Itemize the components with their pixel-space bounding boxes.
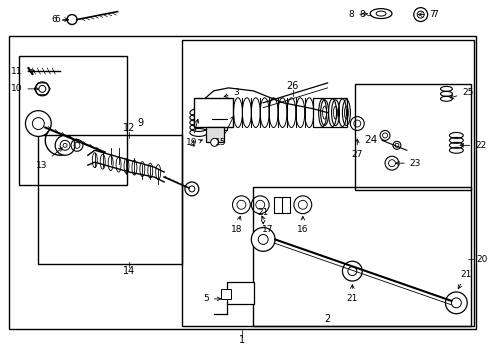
Text: 23: 23 [395, 159, 420, 168]
Text: 12: 12 [123, 123, 135, 134]
Text: 3: 3 [224, 88, 239, 97]
Text: 5: 5 [203, 294, 221, 303]
Text: 6: 6 [51, 15, 68, 24]
Circle shape [210, 138, 218, 146]
Text: 15: 15 [214, 116, 233, 147]
Circle shape [450, 298, 460, 308]
Text: 21: 21 [257, 208, 268, 224]
Text: 21: 21 [346, 285, 357, 303]
Bar [211, 106, 226, 130]
Bar [9, 36, 475, 329]
Circle shape [251, 228, 275, 251]
Text: 27: 27 [351, 139, 362, 159]
Text: 9: 9 [137, 118, 143, 127]
Circle shape [347, 267, 356, 276]
Text: 16: 16 [297, 216, 308, 234]
Text: 1: 1 [239, 336, 245, 346]
Text: 7: 7 [418, 10, 434, 19]
Text: 13: 13 [36, 148, 62, 170]
Text: 6: 6 [54, 15, 60, 24]
Bar [220, 289, 230, 299]
Circle shape [55, 135, 75, 155]
Text: 10: 10 [11, 84, 39, 93]
Text: 14: 14 [123, 266, 135, 276]
Circle shape [32, 118, 44, 130]
Text: 8: 8 [348, 10, 366, 19]
Circle shape [63, 143, 67, 147]
Text: 21: 21 [457, 270, 471, 289]
Circle shape [258, 234, 267, 244]
Bar [226, 282, 254, 304]
Text: 26: 26 [286, 81, 299, 91]
Bar [312, 98, 346, 127]
Text: 20: 20 [475, 255, 487, 264]
Text: 24: 24 [364, 135, 377, 145]
Circle shape [60, 140, 70, 150]
Bar [182, 40, 473, 325]
Bar [355, 84, 470, 190]
Circle shape [25, 111, 51, 136]
Text: 18: 18 [230, 216, 242, 234]
Circle shape [188, 186, 194, 192]
Circle shape [184, 182, 199, 196]
Bar [274, 197, 289, 213]
Text: 7: 7 [432, 10, 437, 19]
Bar [38, 135, 182, 264]
Bar [253, 187, 470, 325]
Text: 22: 22 [459, 141, 486, 150]
Circle shape [342, 261, 362, 281]
Text: 17: 17 [261, 216, 273, 234]
Circle shape [445, 292, 467, 314]
Text: 8: 8 [359, 10, 365, 19]
Bar [193, 98, 233, 127]
Bar [205, 126, 223, 142]
Bar [19, 56, 127, 185]
Text: 25: 25 [449, 88, 473, 99]
Text: 19: 19 [186, 119, 198, 147]
Text: 11: 11 [11, 67, 35, 76]
Text: 4: 4 [189, 140, 202, 149]
Text: 2: 2 [324, 314, 330, 324]
